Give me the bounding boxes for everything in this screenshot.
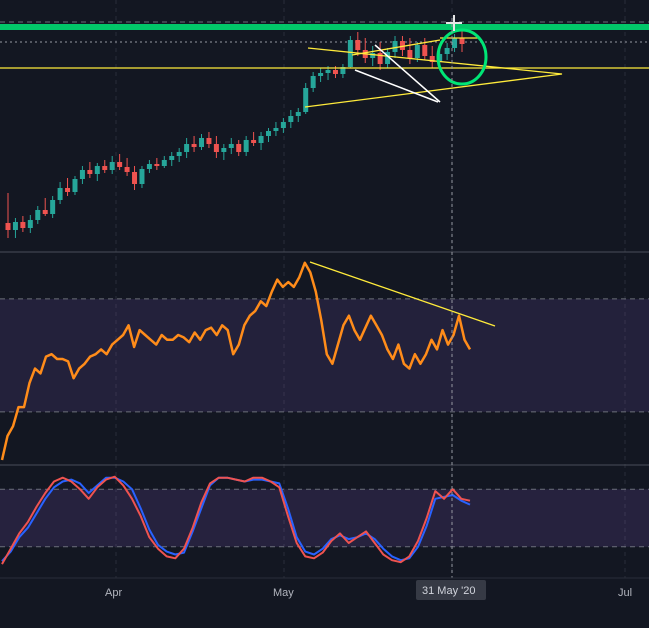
candle-body (251, 140, 257, 143)
x-axis: Apr May 31 May '20 Jul (0, 577, 649, 628)
stoch-band (0, 489, 649, 547)
candle-body (429, 56, 435, 62)
candle-body (27, 220, 33, 228)
stoch-pane[interactable] (0, 475, 649, 565)
candle-body (65, 188, 71, 192)
candle-body (407, 50, 413, 58)
candle-body (191, 144, 197, 147)
candle-body (139, 169, 145, 184)
candle-body (452, 38, 458, 48)
candle-body (176, 152, 182, 156)
candle-body (347, 40, 353, 67)
candle-body (12, 222, 18, 230)
candle-body (437, 54, 443, 62)
candle-body (199, 138, 205, 147)
candle-body (124, 167, 130, 172)
candle-body (295, 112, 301, 116)
highlight-circle (436, 28, 488, 86)
x-tick-apr: Apr (105, 587, 122, 599)
candle-body (109, 162, 115, 170)
candle-body (161, 160, 167, 166)
candle-body (258, 136, 264, 143)
candle-body (79, 170, 85, 179)
candle-body (325, 70, 331, 73)
candle-body (87, 170, 93, 174)
candle-body (273, 128, 279, 131)
candle-body (35, 210, 41, 220)
x-axis-background (0, 578, 649, 628)
candle-body (132, 172, 138, 184)
candle-body (5, 223, 11, 230)
candle-body (265, 131, 271, 136)
rsi-band (0, 298, 649, 412)
rsi-line (0, 261, 472, 461)
rsi-pane[interactable] (0, 261, 649, 461)
candle-body (377, 53, 383, 64)
candle-body (459, 38, 465, 44)
candle-body (221, 148, 227, 152)
triangle-inner-line (351, 39, 441, 56)
candle-body (154, 164, 160, 166)
candle-body (42, 210, 48, 214)
candle-body (102, 166, 108, 170)
candle-body (392, 41, 398, 52)
candle-body (213, 144, 219, 152)
candle-body (280, 122, 286, 128)
candle-body (370, 53, 376, 58)
stoch-d-line (1, 475, 471, 565)
candle-body (146, 164, 152, 169)
candle-body (422, 45, 428, 56)
candle-body (332, 70, 338, 74)
candle-body (288, 116, 294, 122)
candle-body (414, 45, 420, 58)
candle-body (117, 162, 123, 167)
candle-body (228, 144, 234, 148)
x-tick-jul: Jul (618, 587, 632, 599)
resistance-band (0, 24, 649, 30)
price-pane[interactable] (0, 21, 649, 238)
rsi-trendline (309, 261, 496, 327)
candle-body (20, 222, 26, 228)
candle-body (169, 156, 175, 160)
candle-body (385, 52, 391, 64)
white-wedge-lower (354, 69, 439, 103)
crosshair-date-label: 31 May '20 (422, 585, 475, 597)
overlays (0, 18, 649, 578)
candle-body (310, 76, 316, 88)
candle-body (57, 188, 63, 200)
candle-body (355, 40, 361, 50)
candle-body (206, 138, 212, 144)
x-tick-may: May (273, 587, 294, 599)
triangle-pattern (304, 47, 563, 108)
candle-body (444, 48, 450, 54)
candle-body (399, 41, 405, 50)
candle-body (243, 140, 249, 152)
candle-body (72, 179, 78, 192)
white-wedge-upper (374, 44, 441, 103)
crosshair-date-badge (416, 580, 486, 600)
candle-body (236, 144, 242, 152)
candle-body (340, 67, 346, 74)
candle-body (303, 88, 309, 112)
candle-body (94, 166, 100, 174)
candle-body (50, 200, 56, 214)
candle-body (184, 144, 190, 152)
candle-body (318, 73, 324, 76)
crosshair-cursor-icon (446, 15, 462, 31)
